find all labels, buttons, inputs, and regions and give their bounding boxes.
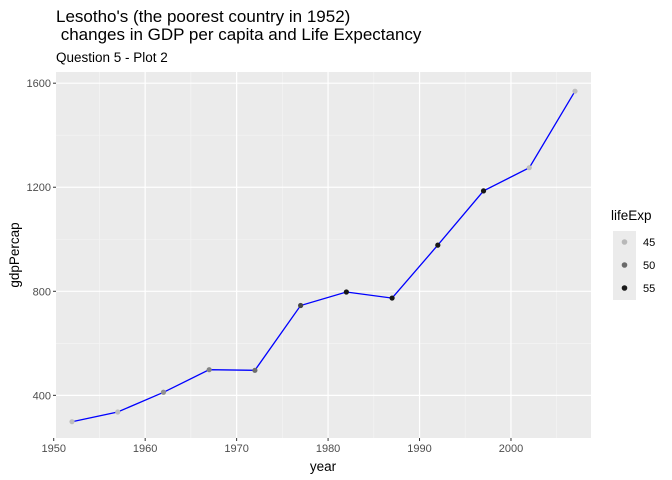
- data-points: [69, 88, 578, 425]
- data-point: [252, 367, 258, 373]
- data-point: [343, 289, 349, 295]
- chart-title-line1: Lesotho's (the poorest country in 1952): [56, 7, 350, 26]
- legend-label: 55: [643, 283, 655, 295]
- x-tick-label: 1970: [224, 443, 248, 455]
- legend-key: [621, 285, 628, 291]
- data-point: [435, 242, 441, 248]
- data-point: [572, 88, 578, 94]
- y-tick-label: 800: [33, 286, 51, 298]
- chart-title-line2: changes in GDP per capita and Life Expec…: [56, 25, 422, 44]
- x-axis: 1950 1960 1970 1980 1990 2000: [41, 438, 523, 455]
- data-point: [206, 367, 212, 373]
- y-tick-label: 1600: [27, 78, 51, 90]
- data-point: [298, 302, 304, 309]
- x-tick-label: 1980: [316, 443, 340, 455]
- x-tick-label: 2000: [499, 443, 523, 455]
- data-point: [69, 419, 75, 425]
- legend-label: 45: [643, 237, 655, 249]
- legend-key: [621, 239, 628, 245]
- chart-subtitle: Question 5 - Plot 2: [56, 50, 168, 65]
- x-tick-label: 1950: [41, 443, 65, 455]
- legend-title: lifeExp: [611, 208, 652, 223]
- y-tick-label: 400: [33, 390, 51, 402]
- x-tick-label: 1960: [133, 443, 157, 455]
- legend-key: [621, 262, 628, 268]
- y-axis: 400 800 1200 1600: [27, 78, 56, 402]
- legend: lifeExp 45 50 55: [611, 208, 655, 300]
- y-tick-label: 1200: [27, 182, 51, 194]
- data-point: [115, 409, 121, 415]
- legend-entries: 45 50 55: [621, 237, 655, 295]
- x-axis-title: year: [310, 459, 337, 474]
- y-axis-title: gdpPercap: [7, 222, 22, 287]
- series-line: [71, 90, 576, 423]
- x-tick-label: 1990: [407, 443, 431, 455]
- data-point: [480, 188, 487, 194]
- data-point: [389, 295, 395, 301]
- data-point: [526, 165, 532, 171]
- data-point: [160, 389, 167, 395]
- legend-label: 50: [643, 260, 655, 272]
- grid-major: [53, 72, 591, 438]
